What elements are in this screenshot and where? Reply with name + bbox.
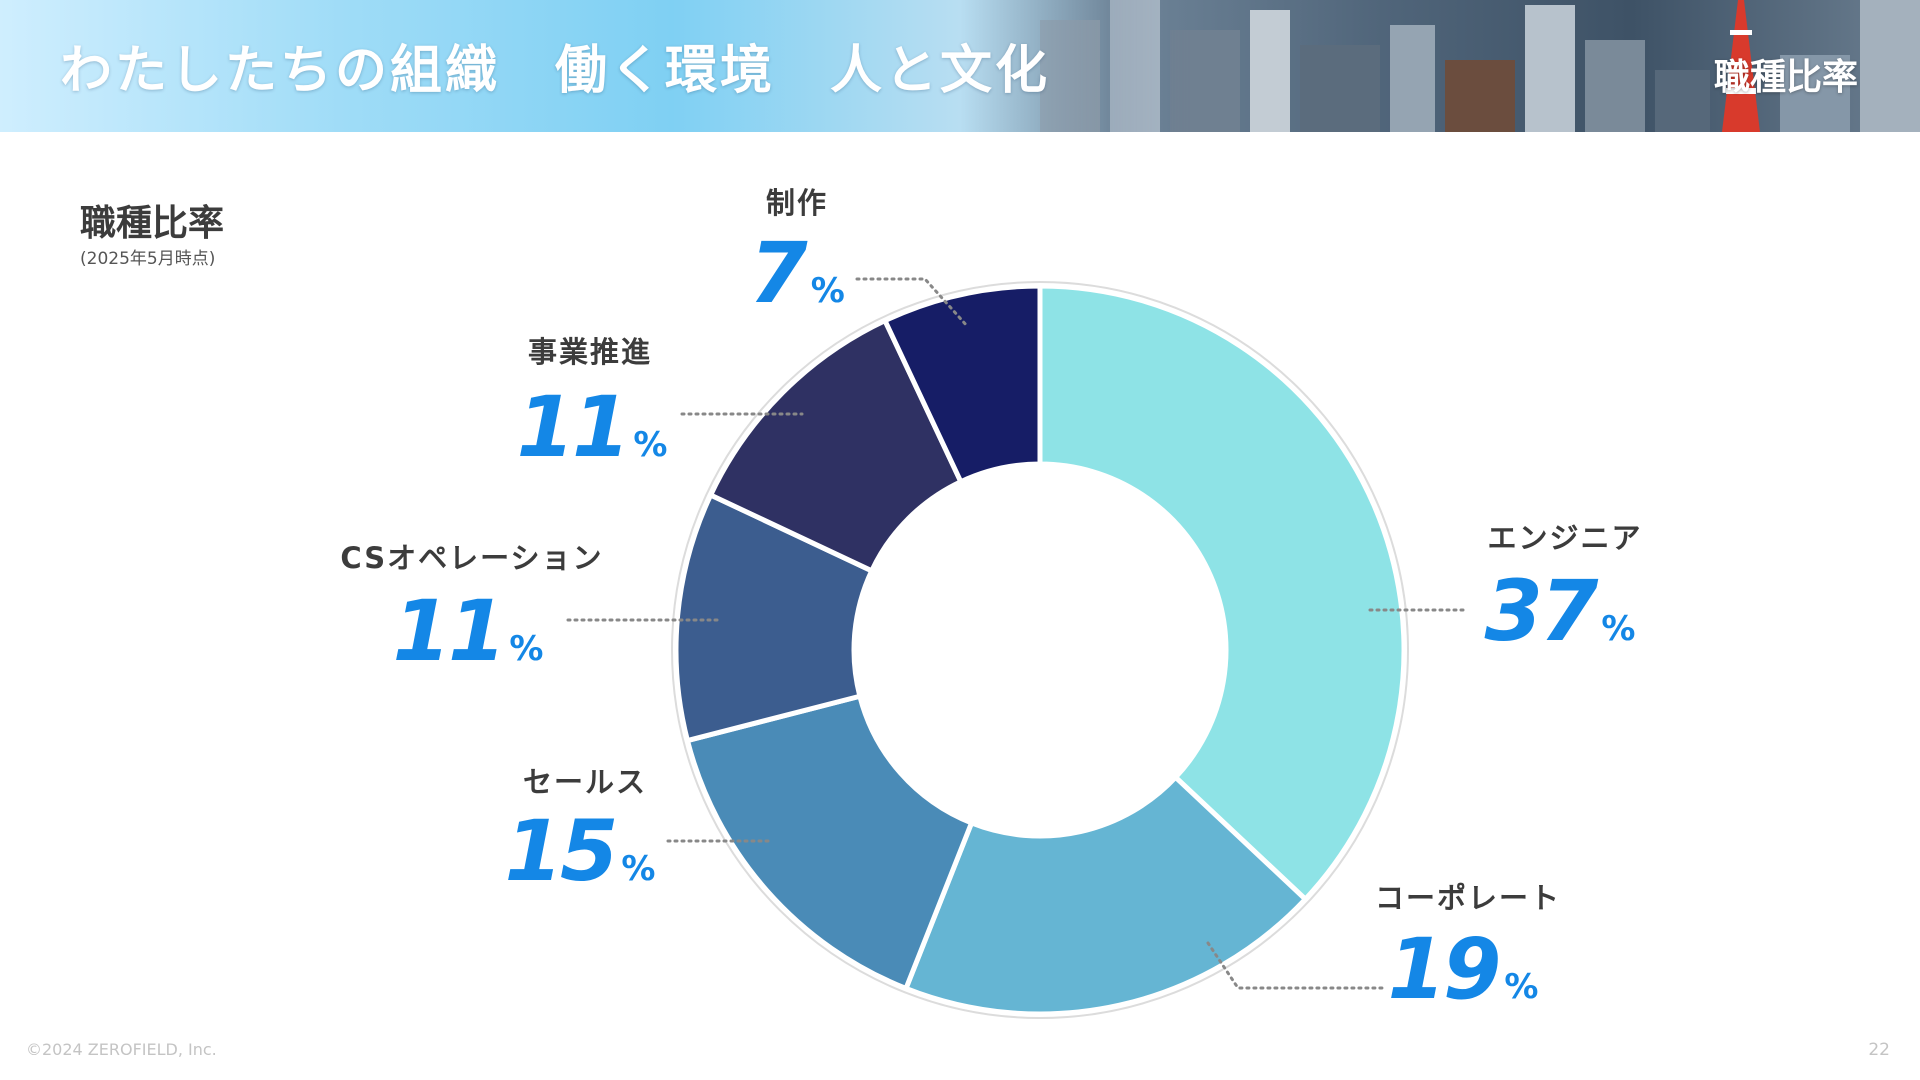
category-label: セールス	[523, 765, 647, 799]
value-label: 11%	[393, 582, 544, 680]
value-label: 7%	[749, 224, 845, 322]
page-subtitle: (2025年5月時点)	[80, 249, 216, 269]
value-label: 19%	[1388, 920, 1539, 1018]
donut-slice	[881, 283, 1043, 486]
city-skyline-image	[1040, 0, 1920, 132]
category-label: 制作	[766, 186, 828, 220]
footer-copyright: ©2024 ZEROFIELD, Inc.	[26, 1040, 217, 1059]
donut-slice	[684, 693, 975, 992]
category-label: コーポレート	[1375, 881, 1561, 915]
category-label: エンジニア	[1487, 521, 1642, 555]
header-title: わたしたちの組織 働く環境 人と文化	[60, 41, 1051, 101]
value-label: 37%	[1485, 562, 1636, 660]
value-label: 11%	[517, 378, 668, 476]
donut-slice	[1037, 283, 1407, 903]
leader-line	[855, 277, 970, 329]
donut-slice	[902, 773, 1309, 1017]
header-section-label: 職種比率	[1713, 57, 1858, 98]
category-label: 事業推進	[528, 335, 652, 369]
header-banner: わたしたちの組織 働く環境 人と文化 職種比率	[0, 0, 1920, 132]
donut-outline	[671, 281, 1409, 1019]
page-title: 職種比率	[80, 203, 225, 244]
category-label: CSオペレーション	[340, 541, 603, 575]
value-label: 15%	[505, 802, 656, 900]
page-number: 22	[1868, 1040, 1890, 1060]
